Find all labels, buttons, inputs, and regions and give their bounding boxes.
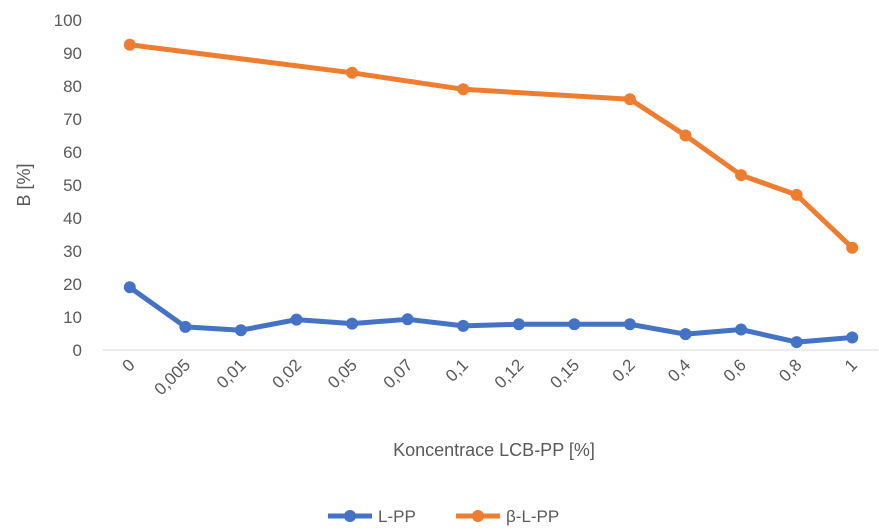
x-tick-label: 0,05	[324, 355, 361, 392]
y-tick-label: 90	[63, 44, 82, 63]
x-tick-label: 0,005	[151, 355, 195, 399]
data-point	[457, 319, 470, 332]
y-tick-label: 0	[73, 341, 82, 360]
data-point	[123, 38, 136, 51]
x-axis-title: Koncentrace LCB-PP [%]	[393, 440, 595, 460]
data-point	[346, 317, 359, 330]
y-tick-label: 80	[63, 77, 82, 96]
x-tick-label: 0,02	[268, 355, 305, 392]
x-tick-label: 0,07	[380, 355, 417, 392]
x-axis-ticks: 0 0,005 0,01 0,02 0,05 0,07 0,1 0,12 0,15 0,2 0,4 0…	[118, 355, 861, 399]
x-tick-label: 0	[118, 355, 138, 375]
series-layer	[123, 38, 859, 349]
data-point	[846, 241, 859, 254]
data-point	[234, 324, 247, 337]
x-tick-label: 0,15	[546, 355, 583, 392]
y-axis-ticks: 0 10 20 30 40 50 60 70 80 90 100	[54, 11, 82, 360]
data-point	[346, 66, 359, 79]
legend-label: β-L-PP	[506, 507, 559, 526]
x-tick-label: 0,6	[720, 355, 750, 385]
legend-swatch-marker	[344, 510, 356, 522]
data-point	[401, 313, 414, 326]
y-tick-label: 40	[63, 209, 82, 228]
y-tick-label: 60	[63, 143, 82, 162]
data-point	[623, 318, 636, 331]
data-point	[790, 188, 803, 201]
series-line-1	[127, 42, 855, 251]
x-tick-label: 0,2	[609, 355, 639, 385]
x-tick-label: 0,01	[213, 355, 250, 392]
data-point	[679, 328, 692, 341]
data-point	[290, 313, 303, 326]
data-point	[179, 320, 192, 333]
y-tick-label: 20	[63, 275, 82, 294]
x-tick-label: 0,1	[442, 355, 472, 385]
y-tick-label: 50	[63, 176, 82, 195]
data-point	[457, 83, 470, 96]
y-tick-label: 100	[54, 11, 82, 30]
x-tick-label: 1	[841, 355, 861, 375]
legend-swatch-marker	[472, 510, 484, 522]
legend: L-PP β-L-PP	[328, 507, 559, 526]
y-tick-label: 70	[63, 110, 82, 129]
y-tick-label: 10	[63, 308, 82, 327]
x-tick-label: 0,8	[775, 355, 805, 385]
data-point	[512, 318, 525, 331]
legend-label: L-PP	[378, 507, 416, 526]
x-tick-label: 0,4	[664, 355, 694, 385]
x-tick-label: 0,12	[491, 355, 528, 392]
data-point	[623, 93, 636, 106]
data-point	[735, 169, 748, 182]
data-point	[735, 323, 748, 336]
data-point	[679, 129, 692, 142]
data-point	[846, 331, 859, 344]
series-line-0	[127, 284, 855, 345]
y-axis-title: B [%]	[14, 163, 34, 206]
data-point	[123, 281, 136, 294]
data-point	[568, 318, 581, 331]
y-tick-label: 30	[63, 242, 82, 261]
data-point	[790, 336, 803, 349]
